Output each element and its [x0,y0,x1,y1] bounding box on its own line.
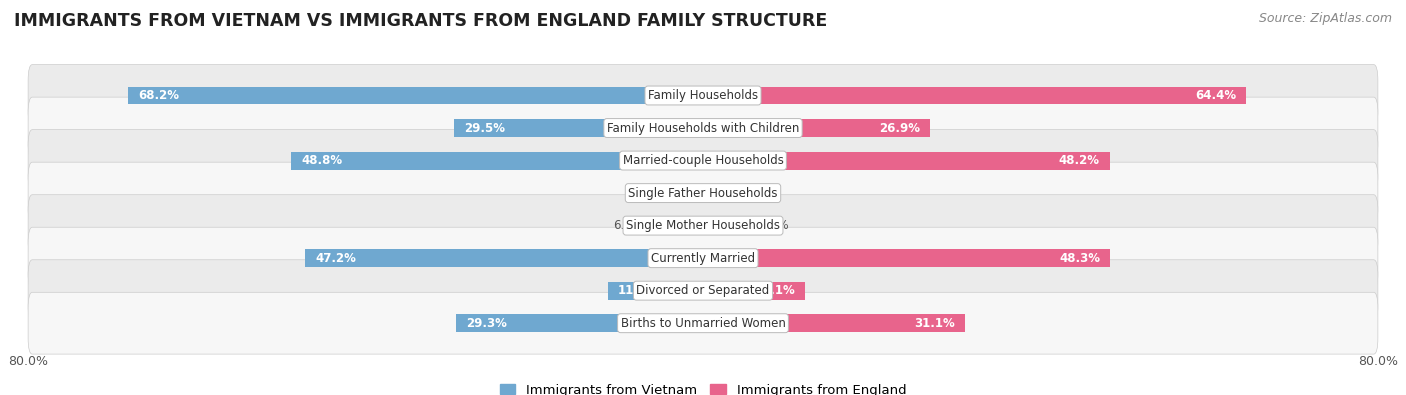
Legend: Immigrants from Vietnam, Immigrants from England: Immigrants from Vietnam, Immigrants from… [495,378,911,395]
Bar [703,314,966,332]
Text: 2.4%: 2.4% [647,186,676,199]
FancyBboxPatch shape [28,130,1378,192]
Text: IMMIGRANTS FROM VIETNAM VS IMMIGRANTS FROM ENGLAND FAMILY STRUCTURE: IMMIGRANTS FROM VIETNAM VS IMMIGRANTS FR… [14,12,827,30]
Text: Source: ZipAtlas.com: Source: ZipAtlas.com [1258,12,1392,25]
Bar [456,314,703,332]
Text: 12.1%: 12.1% [754,284,794,297]
Text: 64.4%: 64.4% [1195,89,1236,102]
Text: 47.2%: 47.2% [315,252,356,265]
Bar [703,184,721,202]
Text: Births to Unmarried Women: Births to Unmarried Women [620,317,786,330]
Text: 48.3%: 48.3% [1059,252,1101,265]
Bar [703,217,752,235]
Text: Family Households: Family Households [648,89,758,102]
Text: Married-couple Households: Married-couple Households [623,154,783,167]
Bar [703,87,1246,104]
FancyBboxPatch shape [28,97,1378,159]
Text: 68.2%: 68.2% [138,89,179,102]
Bar [305,249,703,267]
Bar [291,152,703,169]
Text: Family Households with Children: Family Households with Children [607,122,799,135]
Text: 26.9%: 26.9% [879,122,920,135]
Bar [703,152,1109,169]
Text: Single Father Households: Single Father Households [628,186,778,199]
Text: Single Mother Households: Single Mother Households [626,219,780,232]
Text: 48.8%: 48.8% [301,154,343,167]
Text: Currently Married: Currently Married [651,252,755,265]
FancyBboxPatch shape [28,162,1378,224]
FancyBboxPatch shape [28,260,1378,322]
Bar [703,282,806,300]
Text: 11.3%: 11.3% [617,284,658,297]
Text: 29.3%: 29.3% [465,317,506,330]
Text: Divorced or Separated: Divorced or Separated [637,284,769,297]
Text: 48.2%: 48.2% [1059,154,1099,167]
Bar [650,217,703,235]
Text: 31.1%: 31.1% [914,317,955,330]
Text: 6.3%: 6.3% [613,219,643,232]
Text: 2.2%: 2.2% [728,186,758,199]
Bar [607,282,703,300]
Text: 5.8%: 5.8% [759,219,789,232]
Bar [683,184,703,202]
Text: 29.5%: 29.5% [464,122,505,135]
Bar [703,249,1111,267]
FancyBboxPatch shape [28,65,1378,126]
Bar [703,119,929,137]
FancyBboxPatch shape [28,292,1378,354]
Bar [128,87,703,104]
Bar [454,119,703,137]
FancyBboxPatch shape [28,227,1378,289]
FancyBboxPatch shape [28,195,1378,256]
